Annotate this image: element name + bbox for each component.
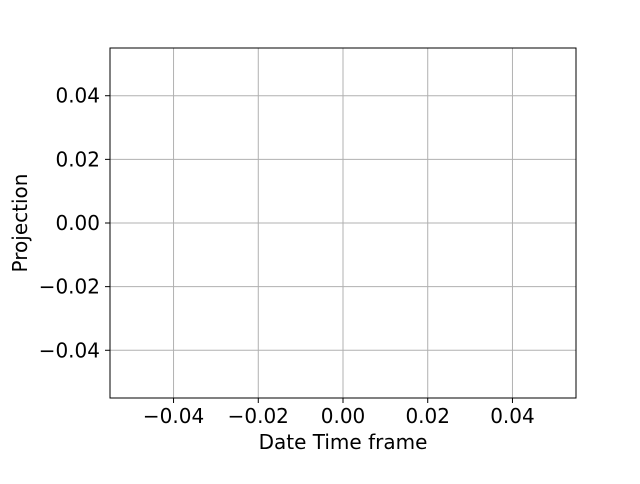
x-tick-labels: −0.04 −0.02 0.00 0.02 0.04 <box>143 404 535 428</box>
grid-lines <box>110 48 576 398</box>
y-tick-label: 0.00 <box>55 211 100 235</box>
y-tick-label: −0.04 <box>39 338 100 362</box>
x-axis-label: Date Time frame <box>259 430 428 454</box>
y-tick-label: 0.04 <box>55 84 100 108</box>
y-axis-label: Projection <box>8 174 32 273</box>
y-tick-label: −0.02 <box>39 275 100 299</box>
x-tick-label: 0.00 <box>321 404 366 428</box>
x-tick-label: 0.04 <box>490 404 535 428</box>
x-tick-label: −0.02 <box>228 404 289 428</box>
y-tick-label: 0.02 <box>55 147 100 171</box>
x-tick-label: −0.04 <box>143 404 204 428</box>
plot-area-frame <box>109 47 577 399</box>
y-tick-labels: −0.04 −0.02 0.00 0.02 0.04 <box>39 84 100 363</box>
x-tick-label: 0.02 <box>405 404 450 428</box>
axis-ticks <box>105 95 513 403</box>
